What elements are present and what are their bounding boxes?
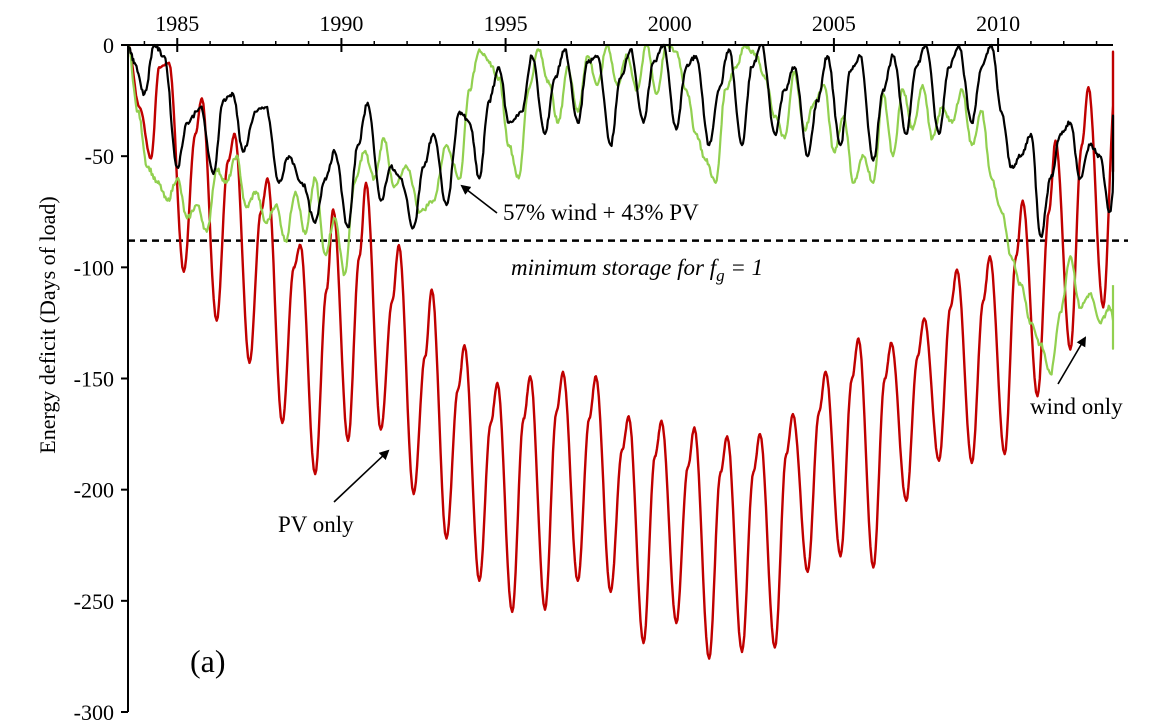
reference-label-tail: = 1: [725, 255, 764, 280]
reference-label-main: minimum storage for f: [511, 255, 720, 280]
annotation-wind-only: wind only: [1030, 394, 1123, 419]
x-tick-label: 1995: [484, 11, 528, 36]
x-tick-label: 1990: [319, 11, 363, 36]
x-ticks: 1985 1990 1995 2000 2005 2010: [143, 11, 1098, 52]
series-line-wind-only: [127, 43, 1115, 376]
x-tick-label: 2000: [648, 11, 692, 36]
series-line-pv-only: [127, 44, 1115, 660]
y-tick-label: 0: [103, 33, 114, 58]
x-tick-label: 1985: [155, 11, 199, 36]
series-layer: [126, 43, 1115, 660]
y-tick-label: -150: [74, 367, 114, 392]
y-tick-label: -50: [85, 144, 114, 169]
y-tick-label: -300: [74, 700, 114, 724]
series-line-57-wind-43-pv: [126, 43, 1115, 238]
annotation-wind-only-arrow: [1057, 336, 1087, 385]
panel-label: (a): [190, 643, 226, 679]
annotation-pv-only-arrow: [333, 449, 390, 503]
x-tick-label: 2005: [812, 11, 856, 36]
y-tick-label: -250: [74, 589, 114, 614]
annotation-hybrid: 57% wind + 43% PV: [503, 200, 699, 225]
annotation-pv-only: PV only: [278, 512, 354, 537]
y-tick-label: -100: [74, 255, 114, 280]
x-tick-label: 2010: [976, 11, 1020, 36]
reference-line-label: minimum storage for fg = 1: [511, 255, 763, 285]
reference-label-subscript: g: [716, 266, 725, 285]
y-axis-title: Energy deficit (Days of load): [35, 196, 60, 453]
annotation-hybrid-arrow: [460, 184, 498, 214]
y-ticks: 0 -50 -100 -150 -200 -250 -300: [74, 33, 128, 724]
y-tick-label: -200: [74, 478, 114, 503]
